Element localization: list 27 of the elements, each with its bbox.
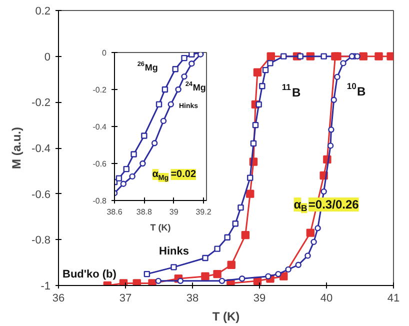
x-tick-label: 39	[169, 208, 179, 216]
y-tick-label: 0.2	[35, 6, 51, 18]
y-tick-label: 0	[102, 48, 108, 58]
x-tick-label: 39.2	[196, 208, 212, 216]
x-tick-label: 38	[186, 292, 199, 304]
x-tick-label: 38.6	[106, 208, 123, 216]
y-axis-title: M (a.u.)	[10, 126, 24, 169]
y-tick-label: -0.8	[92, 196, 108, 206]
x-tick-label: 38.8	[136, 208, 153, 216]
x-tick-label: 41	[387, 292, 400, 304]
x-tick-label: 39	[253, 292, 266, 304]
x-tick-label: 36	[52, 292, 65, 304]
y-tick-label: -0.2	[92, 86, 108, 94]
y-tick-label: -0.6	[32, 188, 51, 201]
x-axis-title: T (K)	[212, 310, 240, 324]
y-tick-label: -0.6	[92, 160, 108, 168]
y-tick-label: -0.2	[32, 97, 51, 110]
x-axis-title: T (K)	[150, 222, 171, 232]
y-tick-label: -0.4	[92, 122, 108, 132]
x-tick-label: 40	[320, 292, 333, 304]
annotation: Hinks	[159, 246, 189, 258]
y-tick-label: -0.4	[32, 143, 51, 155]
annotation: Bud'ko (b)	[62, 268, 117, 280]
x-tick-label: 37	[119, 292, 132, 304]
y-tick-label: 0	[44, 51, 51, 64]
y-tick-label: -0.8	[32, 234, 51, 247]
y-tick-label: -1	[40, 280, 50, 292]
